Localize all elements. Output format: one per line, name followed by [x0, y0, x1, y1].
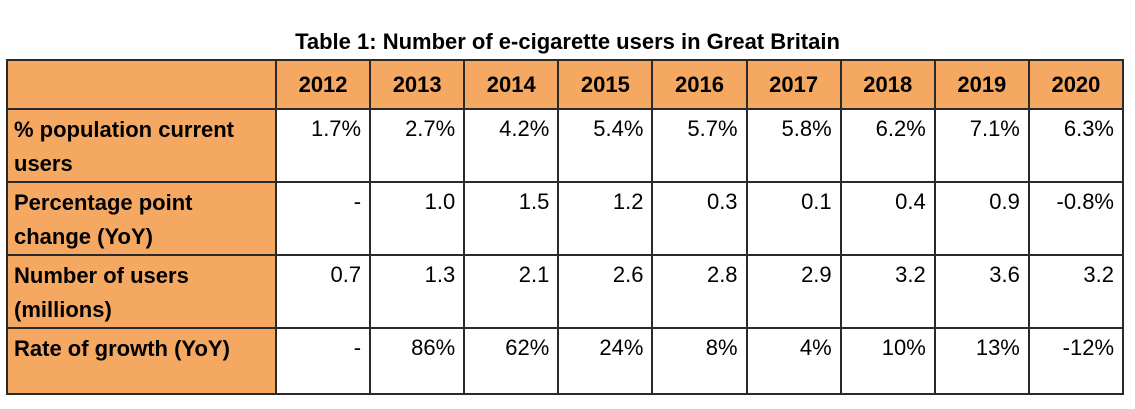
table-cell: 86% — [369, 327, 466, 395]
year-header: 2016 — [651, 59, 748, 110]
table-cell: 0.7 — [274, 254, 372, 329]
table-cell: 1.7% — [274, 108, 372, 183]
table-cell: 10% — [839, 327, 936, 395]
table-cell: 5.8% — [745, 108, 842, 183]
year-header: 2013 — [369, 59, 466, 110]
table-row: % population current users 1.7% 2.7% 4.2… — [6, 108, 1125, 183]
e-cigarette-users-table: 2012 2013 2014 2015 2016 2017 2018 2019 … — [6, 59, 1125, 395]
year-header: 2012 — [274, 59, 372, 110]
table-cell: 3.2 — [1027, 254, 1125, 329]
table-cell: - — [274, 181, 372, 256]
table-cell: 62% — [463, 327, 560, 395]
table-cell: -0.8% — [1027, 181, 1125, 256]
table-cell: 3.2 — [839, 254, 936, 329]
row-label: Rate of growth (YoY) — [6, 327, 277, 395]
table-cell: 4% — [745, 327, 842, 395]
table-cell: 2.6 — [557, 254, 654, 329]
table-cell: -12% — [1027, 327, 1125, 395]
year-header: 2017 — [745, 59, 842, 110]
row-label: % population current users — [6, 108, 277, 183]
table-cell: - — [274, 327, 372, 395]
year-header: 2014 — [463, 59, 560, 110]
year-header: 2018 — [839, 59, 936, 110]
year-header: 2020 — [1027, 59, 1125, 110]
row-label: Percentage point change (YoY) — [6, 181, 277, 256]
table-title: Table 1: Number of e-cigarette users in … — [295, 29, 840, 54]
table-row: Percentage point change (YoY) - 1.0 1.5 … — [6, 181, 1125, 256]
table-cell: 13% — [933, 327, 1030, 395]
table-cell: 1.3 — [369, 254, 466, 329]
table-cell: 2.8 — [651, 254, 748, 329]
table-cell: 24% — [557, 327, 654, 395]
table-cell: 6.2% — [839, 108, 936, 183]
table-row: Rate of growth (YoY) - 86% 62% 24% 8% 4%… — [6, 327, 1125, 395]
row-label: Number of users (millions) — [6, 254, 277, 329]
table-row: Number of users (millions) 0.7 1.3 2.1 2… — [6, 254, 1125, 329]
table-cell: 1.0 — [369, 181, 466, 256]
table-cell: 2.1 — [463, 254, 560, 329]
table-cell: 2.9 — [745, 254, 842, 329]
table-cell: 7.1% — [933, 108, 1030, 183]
table-cell: 0.3 — [651, 181, 748, 256]
year-header: 2019 — [933, 59, 1030, 110]
corner-cell — [6, 59, 277, 110]
table-cell: 0.4 — [839, 181, 936, 256]
table-cell: 0.9 — [933, 181, 1030, 256]
table-cell: 1.5 — [463, 181, 560, 256]
table-cell: 5.4% — [557, 108, 654, 183]
table-cell: 1.2 — [557, 181, 654, 256]
table-cell: 0.1 — [745, 181, 842, 256]
table-cell: 2.7% — [369, 108, 466, 183]
table-cell: 6.3% — [1027, 108, 1125, 183]
table-cell: 4.2% — [463, 108, 560, 183]
header-row: 2012 2013 2014 2015 2016 2017 2018 2019 … — [6, 59, 1125, 110]
table-cell: 8% — [651, 327, 748, 395]
year-header: 2015 — [557, 59, 654, 110]
table-cell: 5.7% — [651, 108, 748, 183]
table-cell: 3.6 — [933, 254, 1030, 329]
